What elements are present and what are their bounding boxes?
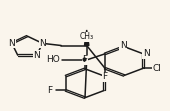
Text: F: F bbox=[47, 86, 53, 95]
Text: F: F bbox=[102, 72, 107, 81]
Polygon shape bbox=[84, 30, 89, 46]
Text: N: N bbox=[120, 41, 127, 50]
Text: Cl: Cl bbox=[153, 64, 162, 73]
Text: CH₃: CH₃ bbox=[80, 32, 94, 41]
Text: HO: HO bbox=[47, 55, 60, 64]
Text: N: N bbox=[8, 39, 15, 48]
Text: N: N bbox=[39, 39, 46, 48]
Text: N: N bbox=[143, 49, 150, 58]
Text: F: F bbox=[82, 55, 88, 64]
Text: N: N bbox=[33, 51, 40, 60]
